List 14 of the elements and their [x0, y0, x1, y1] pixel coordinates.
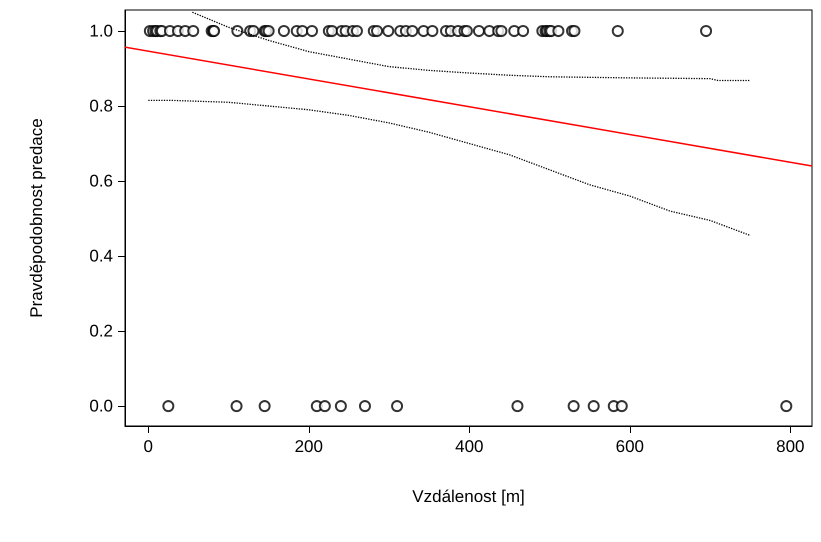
x-tick-label: 0 [144, 437, 154, 456]
x-tick-label: 200 [294, 437, 323, 456]
x-tick-label: 800 [776, 437, 805, 456]
y-tick-label: 1.0 [89, 22, 113, 41]
x-tick-label: 600 [616, 437, 644, 456]
y-tick-label: 0.0 [89, 396, 113, 416]
y-tick-label: 0.4 [89, 246, 113, 266]
line-series [148, 100, 751, 236]
y-axis-title: Pravděpodobnost predace [27, 118, 46, 318]
y-tick-label: 0.2 [89, 322, 113, 341]
x-axis-title: Vzdálenost [m] [412, 487, 525, 506]
y-tick-label: 0.8 [89, 96, 113, 116]
y-tick-label: 0.6 [89, 172, 113, 191]
x-tick-label: 400 [455, 437, 484, 456]
